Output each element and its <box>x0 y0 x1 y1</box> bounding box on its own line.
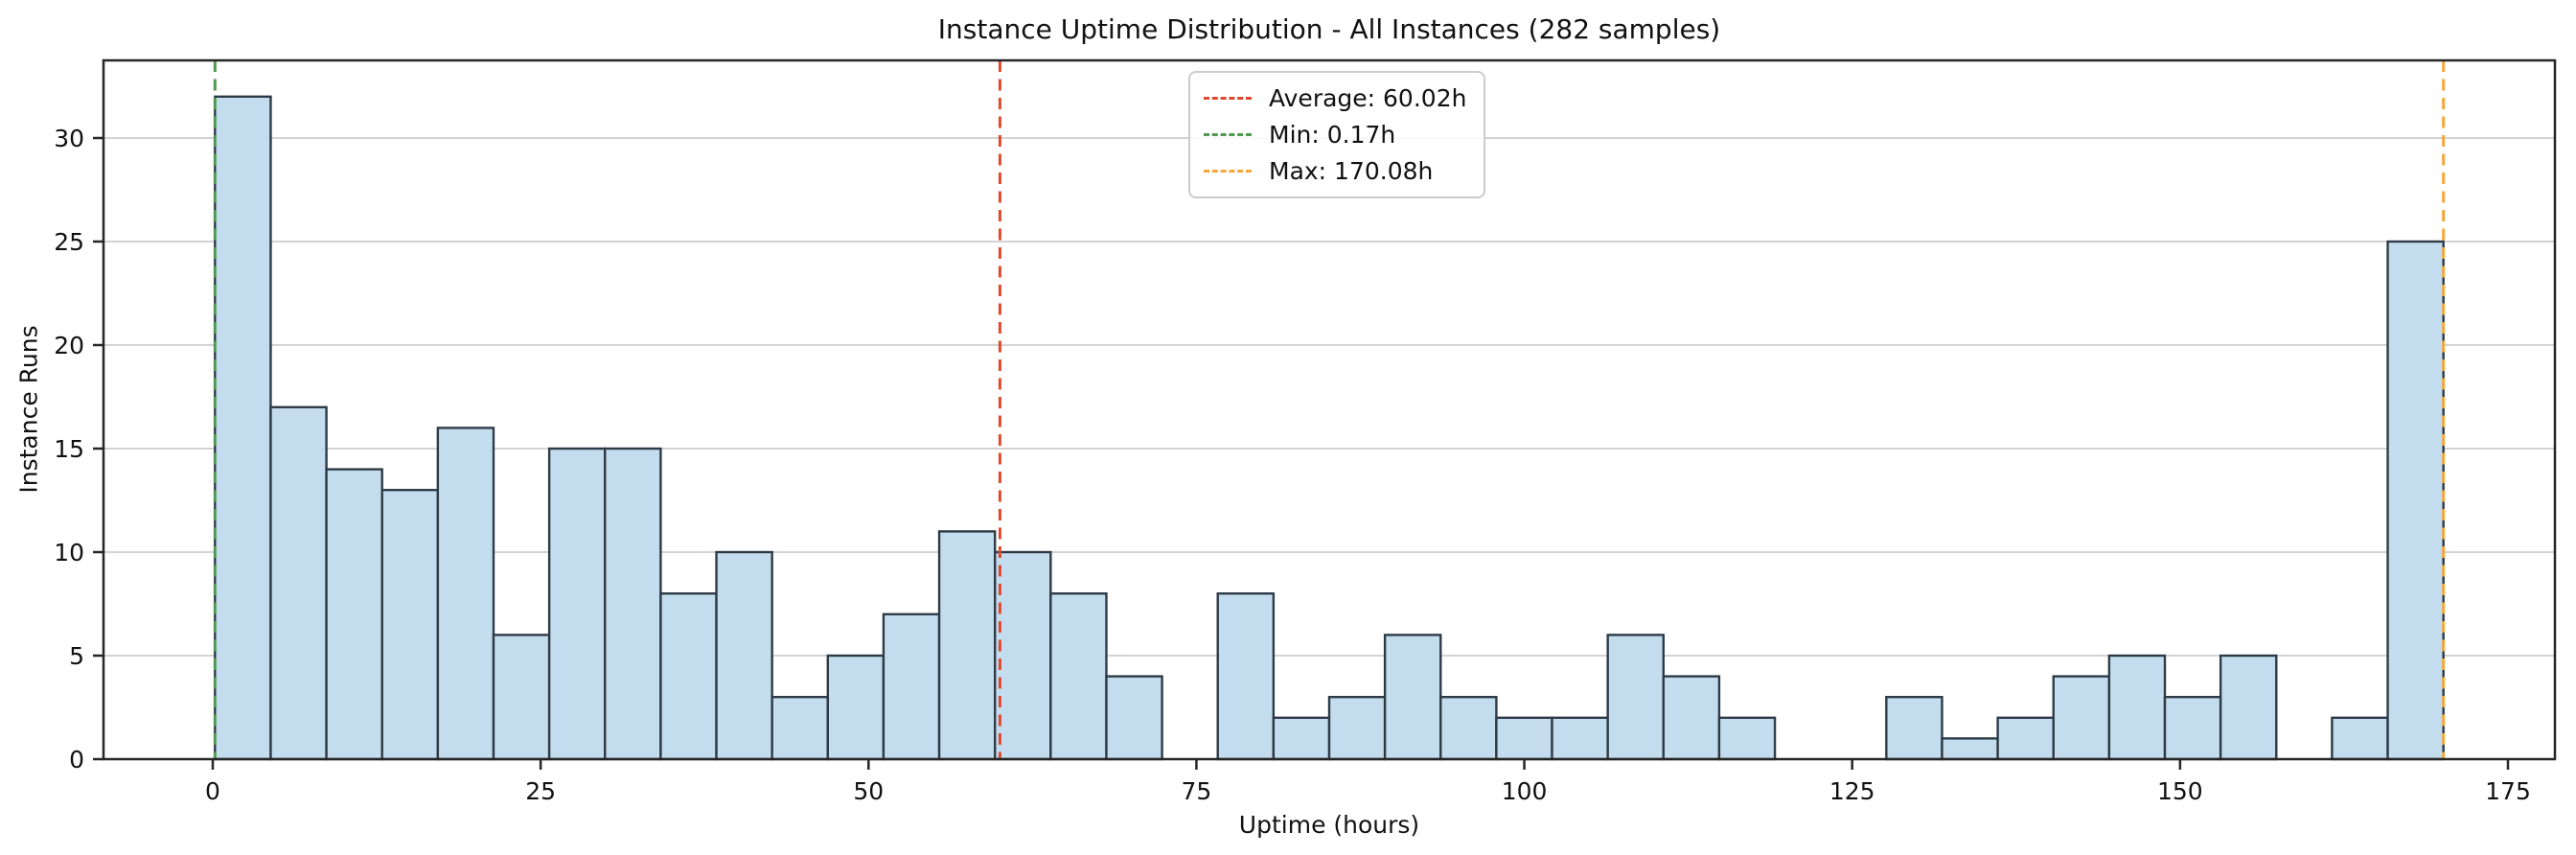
x-tick-label-75: 75 <box>1182 777 1212 805</box>
histogram-bar <box>1383 634 1442 761</box>
legend-item-min-label: Min: 0.17h <box>1269 121 1396 149</box>
histogram-bar <box>2386 240 2445 761</box>
legend-item-max: Max: 170.08h <box>1204 157 1466 185</box>
y-tick-label-20: 20 <box>54 332 84 359</box>
histogram-bar <box>659 592 718 761</box>
y-axis-label: Instance Runs <box>14 325 43 494</box>
x-tick-label-125: 125 <box>1829 777 1875 805</box>
y-tick-label-15: 15 <box>54 435 84 463</box>
histogram-bar <box>1105 675 1163 761</box>
histogram-bar <box>1272 716 1331 761</box>
y-tick-label-5: 5 <box>69 642 84 670</box>
x-tick-label-150: 150 <box>2157 777 2203 805</box>
histogram-bar <box>1495 716 1553 761</box>
min-dashed-line-swatch <box>1204 133 1252 136</box>
average-dashed-line-swatch <box>1204 97 1252 100</box>
histogram-bar <box>547 447 607 761</box>
histogram-bar <box>436 427 495 761</box>
histogram-bar <box>269 405 328 761</box>
legend-item-min: Min: 0.17h <box>1204 121 1466 149</box>
y-tick-label-10: 10 <box>54 539 84 566</box>
histogram-bar <box>1327 696 1387 761</box>
histogram-bar <box>604 447 662 761</box>
histogram-bar <box>325 468 383 761</box>
x-tick-label-100: 100 <box>1502 777 1548 805</box>
y-tick-label-30: 30 <box>54 125 84 152</box>
histogram-bar <box>1551 716 1609 761</box>
histogram-bar <box>882 612 941 761</box>
histogram-bar <box>2219 654 2278 761</box>
histogram-bar <box>1439 696 1498 761</box>
histogram-bar <box>770 696 829 761</box>
histogram-bar <box>1717 716 1777 761</box>
histogram-bar <box>993 550 1052 761</box>
histogram-bar <box>492 634 551 761</box>
chart-title: Instance Uptime Distribution - All Insta… <box>937 13 1721 45</box>
legend-item-max-label: Max: 170.08h <box>1269 157 1434 185</box>
x-axis-label: Uptime (hours) <box>1238 811 1420 839</box>
histogram-bar <box>1216 592 1276 761</box>
histogram-bar <box>826 654 886 761</box>
histogram-bar <box>2052 675 2111 761</box>
x-tick-label-0: 0 <box>205 777 220 805</box>
histogram-bar <box>214 95 272 761</box>
legend-item-average-label: Average: 60.02h <box>1269 84 1467 112</box>
histogram-bar <box>1606 634 1666 761</box>
axes-spines <box>102 58 2557 761</box>
histogram-bar <box>1885 696 1944 761</box>
max-dashed-line-swatch <box>1204 170 1252 173</box>
histogram-bar <box>380 489 440 761</box>
histogram-bar <box>1996 716 2055 761</box>
y-tick-label-0: 0 <box>69 746 84 774</box>
legend: Average: 60.02h Min: 0.17h Max: 170.08h <box>1188 71 1486 198</box>
legend-item-average: Average: 60.02h <box>1204 84 1466 112</box>
x-tick-label-25: 25 <box>525 777 556 805</box>
histogram-bar <box>1941 737 1999 761</box>
histogram-bar <box>715 550 773 761</box>
histogram-bar <box>1049 592 1108 761</box>
x-tick-label-175: 175 <box>2485 777 2531 805</box>
histogram-bar <box>1662 675 1721 761</box>
y-tick-label-25: 25 <box>54 228 84 256</box>
x-tick-label-50: 50 <box>853 777 884 805</box>
histogram-bar <box>2331 716 2389 761</box>
histogram-bar <box>2163 696 2222 761</box>
histogram-bar <box>937 530 997 761</box>
histogram-bar <box>2107 654 2167 761</box>
